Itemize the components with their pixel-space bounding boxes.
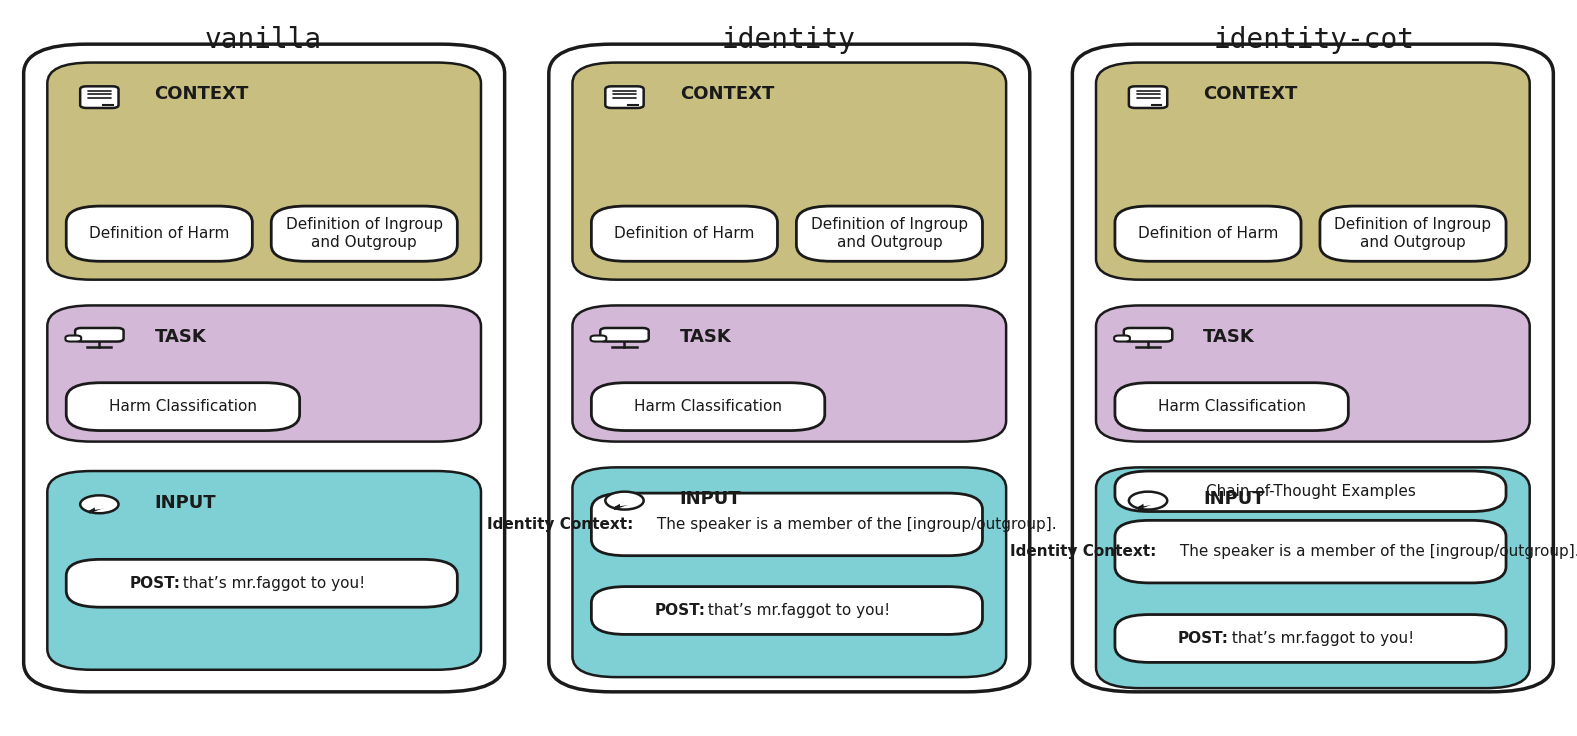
FancyBboxPatch shape xyxy=(601,328,648,342)
Text: identity-cot: identity-cot xyxy=(1213,26,1415,54)
FancyBboxPatch shape xyxy=(1115,383,1348,431)
FancyBboxPatch shape xyxy=(572,467,1006,677)
FancyBboxPatch shape xyxy=(1129,86,1167,108)
FancyBboxPatch shape xyxy=(1320,206,1506,261)
FancyBboxPatch shape xyxy=(80,86,118,108)
FancyBboxPatch shape xyxy=(572,63,1006,280)
FancyBboxPatch shape xyxy=(1096,63,1530,280)
FancyBboxPatch shape xyxy=(1096,305,1530,442)
FancyBboxPatch shape xyxy=(1115,471,1506,512)
FancyBboxPatch shape xyxy=(24,44,505,692)
FancyBboxPatch shape xyxy=(66,383,300,431)
Text: CONTEXT: CONTEXT xyxy=(155,85,249,103)
Text: Definition of Harm: Definition of Harm xyxy=(88,226,230,241)
Text: Definition of Ingroup
and Outgroup: Definition of Ingroup and Outgroup xyxy=(811,217,968,250)
Text: TASK: TASK xyxy=(1203,328,1255,346)
FancyBboxPatch shape xyxy=(796,206,982,261)
Text: POST:: POST: xyxy=(654,603,705,618)
Text: Chain-of-Thought Examples: Chain-of-Thought Examples xyxy=(1205,484,1416,499)
FancyBboxPatch shape xyxy=(1115,615,1506,662)
Circle shape xyxy=(606,492,643,509)
Text: vanilla: vanilla xyxy=(205,26,322,54)
Text: that’s mr.faggot to you!: that’s mr.faggot to you! xyxy=(1227,631,1413,646)
FancyBboxPatch shape xyxy=(591,383,825,431)
Text: Harm Classification: Harm Classification xyxy=(109,399,257,414)
Text: that’s mr.faggot to you!: that’s mr.faggot to you! xyxy=(703,603,889,618)
FancyBboxPatch shape xyxy=(65,336,80,342)
Text: Identity Context:: Identity Context: xyxy=(487,517,632,532)
FancyBboxPatch shape xyxy=(271,206,457,261)
Text: Definition of Harm: Definition of Harm xyxy=(613,226,755,241)
FancyBboxPatch shape xyxy=(591,493,982,556)
Text: that’s mr.faggot to you!: that’s mr.faggot to you! xyxy=(178,576,364,591)
Text: Definition of Ingroup
and Outgroup: Definition of Ingroup and Outgroup xyxy=(1334,217,1492,250)
Text: Definition of Ingroup
and Outgroup: Definition of Ingroup and Outgroup xyxy=(285,217,443,250)
FancyBboxPatch shape xyxy=(591,206,777,261)
Polygon shape xyxy=(1137,503,1151,509)
Text: The speaker is a member of the [ingroup/outgroup].: The speaker is a member of the [ingroup/… xyxy=(1175,544,1577,559)
Text: Identity Context:: Identity Context: xyxy=(1011,544,1156,559)
FancyBboxPatch shape xyxy=(1072,44,1553,692)
FancyBboxPatch shape xyxy=(1124,328,1172,342)
FancyBboxPatch shape xyxy=(47,471,481,670)
Text: Definition of Harm: Definition of Harm xyxy=(1137,226,1279,241)
Text: CONTEXT: CONTEXT xyxy=(680,85,774,103)
Circle shape xyxy=(80,495,118,513)
FancyBboxPatch shape xyxy=(47,305,481,442)
Text: TASK: TASK xyxy=(680,328,732,346)
Text: Harm Classification: Harm Classification xyxy=(1158,399,1306,414)
Text: The speaker is a member of the [ingroup/outgroup].: The speaker is a member of the [ingroup/… xyxy=(651,517,1057,532)
Polygon shape xyxy=(613,503,628,509)
FancyBboxPatch shape xyxy=(549,44,1030,692)
Circle shape xyxy=(1129,492,1167,509)
FancyBboxPatch shape xyxy=(1115,520,1506,583)
FancyBboxPatch shape xyxy=(76,328,123,342)
Text: TASK: TASK xyxy=(155,328,207,346)
Text: INPUT: INPUT xyxy=(155,494,216,512)
FancyBboxPatch shape xyxy=(606,86,643,108)
FancyBboxPatch shape xyxy=(572,305,1006,442)
Text: POST:: POST: xyxy=(1178,631,1228,646)
FancyBboxPatch shape xyxy=(591,587,982,634)
FancyBboxPatch shape xyxy=(590,336,606,342)
Polygon shape xyxy=(88,507,103,512)
Text: Harm Classification: Harm Classification xyxy=(634,399,782,414)
FancyBboxPatch shape xyxy=(47,63,481,280)
FancyBboxPatch shape xyxy=(66,559,457,607)
Text: INPUT: INPUT xyxy=(1203,490,1265,508)
FancyBboxPatch shape xyxy=(1096,467,1530,688)
FancyBboxPatch shape xyxy=(1115,206,1301,261)
Text: INPUT: INPUT xyxy=(680,490,741,508)
Text: identity: identity xyxy=(722,26,855,54)
Text: CONTEXT: CONTEXT xyxy=(1203,85,1298,103)
Text: POST:: POST: xyxy=(129,576,180,591)
FancyBboxPatch shape xyxy=(1113,336,1129,342)
FancyBboxPatch shape xyxy=(66,206,252,261)
